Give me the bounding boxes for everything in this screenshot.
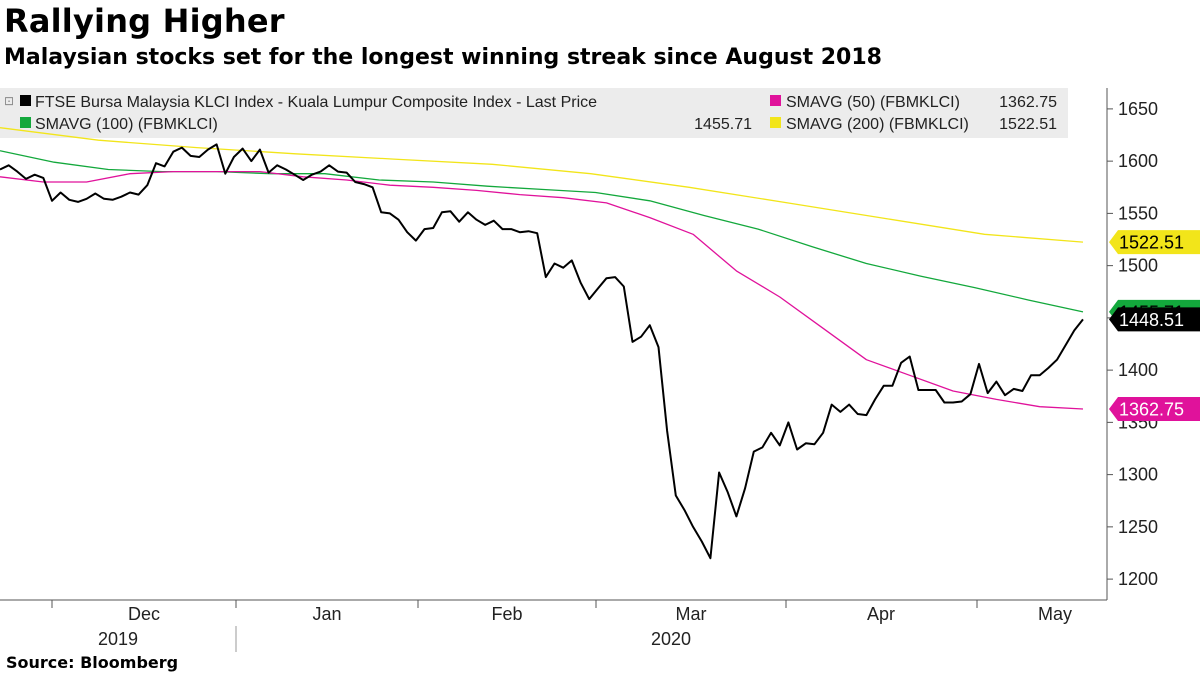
last-value-flag-sma50: 1362.75: [1109, 397, 1200, 421]
legend-swatch-sma50: [770, 95, 781, 106]
legend-label-klci: FTSE Bursa Malaysia KLCI Index - Kuala L…: [35, 94, 597, 111]
legend-entry-klci: ⊡ FTSE Bursa Malaysia KLCI Index - Kuala…: [4, 94, 597, 111]
series-layer: [0, 127, 1084, 560]
x-axis-ticks: Dec Jan Feb Mar Apr May 2019 2020: [51, 600, 1072, 652]
y-tick-label: 1400: [1118, 360, 1158, 380]
x-tick-label: Mar: [676, 604, 707, 624]
legend-expand-icon: ⊡: [4, 94, 14, 108]
legend-swatch-sma100: [20, 117, 31, 128]
flag-shape: [1109, 397, 1200, 421]
x-tick-label: Feb: [491, 604, 522, 624]
y-tick-label: 1250: [1118, 517, 1158, 537]
legend-swatch-sma200: [770, 117, 781, 128]
y-tick-label: 1500: [1118, 256, 1158, 276]
x-tick-label: Jan: [312, 604, 341, 624]
flag-shape: [1109, 307, 1200, 332]
legend-entry-sma100: SMAVG (100) (FBMKLCI) 1455.71: [20, 116, 752, 133]
x-tick-label: Apr: [867, 604, 895, 624]
y-tick-label: 1300: [1118, 465, 1158, 485]
chart-subtitle: Malaysian stocks set for the longest win…: [4, 45, 882, 70]
series-line-sma50: [0, 170, 1084, 410]
series-line-sma100: [0, 150, 1084, 313]
flag-shape: [1109, 230, 1200, 255]
flag-value-label: 1448.51: [1119, 310, 1184, 330]
chart-title: Rallying Higher: [4, 2, 285, 40]
flag-value-label: 1362.75: [1119, 400, 1184, 420]
y-tick-label: 1650: [1118, 99, 1158, 119]
legend-value-sma200: 1522.51: [999, 116, 1057, 133]
y-axis-ticks: 1200125013001350140014501500155016001650: [1107, 99, 1158, 589]
legend-label-sma200: SMAVG (200) (FBMKLCI): [786, 116, 969, 133]
series-line-klci: [0, 143, 1084, 560]
flag-value-label: 1522.51: [1119, 233, 1184, 253]
source-note: Source: Bloomberg: [6, 653, 179, 672]
legend-entry-sma50: SMAVG (50) (FBMKLCI) 1362.75: [770, 94, 1057, 111]
series-line-sma200: [0, 127, 1084, 243]
last-value-flag-klci: 1448.51: [1109, 307, 1200, 332]
y-tick-label: 1600: [1118, 151, 1158, 171]
x-tick-label: May: [1038, 604, 1072, 624]
y-tick-label: 1200: [1118, 569, 1158, 589]
y-tick-label: 1550: [1118, 203, 1158, 223]
legend-swatch-klci: [20, 95, 31, 106]
year-label: 2020: [651, 629, 691, 649]
legend-value-sma50: 1362.75: [999, 94, 1057, 111]
legend-entry-sma200: SMAVG (200) (FBMKLCI) 1522.51: [770, 116, 1057, 133]
last-value-flag-sma200: 1522.51: [1109, 230, 1200, 255]
x-tick-label: Dec: [128, 604, 160, 624]
legend-value-sma100: 1455.71: [694, 116, 752, 133]
legend-panel: [0, 88, 1068, 138]
year-label: 2019: [98, 629, 138, 649]
legend-label-sma50: SMAVG (50) (FBMKLCI): [786, 94, 960, 111]
legend-label-sma100: SMAVG (100) (FBMKLCI): [35, 116, 218, 133]
